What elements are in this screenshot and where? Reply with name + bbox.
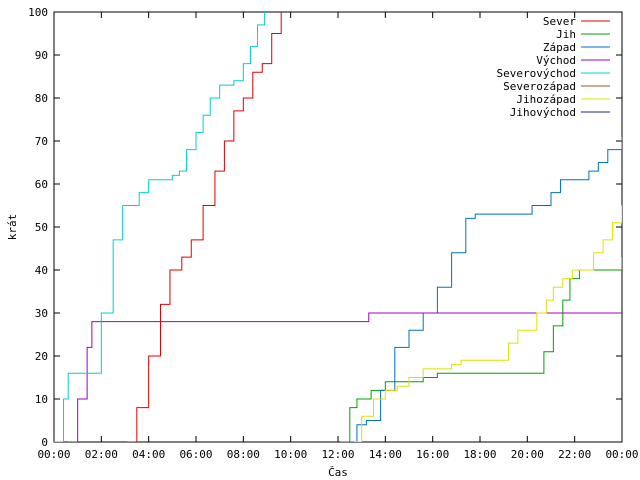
y-tick-label: 90 <box>35 49 48 62</box>
legend-label: Jih <box>556 28 576 41</box>
series-line <box>340 257 622 442</box>
x-tick-label: 12:00 <box>321 448 354 461</box>
y-tick-label: 40 <box>35 264 48 277</box>
x-tick-label: 04:00 <box>132 448 165 461</box>
y-tick-label: 30 <box>35 307 48 320</box>
legend-label: Jihovýchod <box>510 106 576 119</box>
x-tick-label: 20:00 <box>511 448 544 461</box>
legend-label: Východ <box>536 54 576 67</box>
x-tick-label: 00:00 <box>37 448 70 461</box>
series-line <box>54 12 266 442</box>
y-tick-label: 100 <box>28 6 48 19</box>
x-axis-label: Čas <box>328 466 348 479</box>
legend-label: Jihozápad <box>516 93 576 106</box>
y-tick-label: 20 <box>35 350 48 363</box>
legend-label: Sever <box>543 15 576 28</box>
y-tick-label: 80 <box>35 92 48 105</box>
y-tick-label: 0 <box>41 436 48 449</box>
x-tick-label: 08:00 <box>227 448 260 461</box>
y-tick-label: 10 <box>35 393 48 406</box>
series-line <box>345 136 622 442</box>
y-tick-label: 60 <box>35 178 48 191</box>
x-tick-label: 02:00 <box>85 448 118 461</box>
series-line <box>127 12 282 442</box>
axis-ticks: 00:00 02:00 04:00 06:00 08:00 10:00 12:00 14:00… <box>28 6 638 461</box>
x-tick-label: 22:00 <box>558 448 591 461</box>
legend-label: Severozápad <box>503 80 576 93</box>
series-lines <box>54 12 622 442</box>
series-line <box>68 312 622 442</box>
y-axis-label: krát <box>6 214 19 241</box>
series-line <box>354 205 622 442</box>
y-tick-label: 50 <box>35 221 48 234</box>
legend: SeverJihZápadVýchodSeverovýchodSeverozáp… <box>497 15 610 119</box>
x-tick-label: 06:00 <box>179 448 212 461</box>
legend-label: Severovýchod <box>497 67 576 80</box>
x-tick-label: 14:00 <box>369 448 402 461</box>
legend-label: Západ <box>543 41 576 54</box>
x-tick-label: 00:00 <box>605 448 638 461</box>
x-tick-label: 10:00 <box>274 448 307 461</box>
x-tick-label: 18:00 <box>463 448 496 461</box>
y-tick-label: 70 <box>35 135 48 148</box>
x-tick-label: 16:00 <box>416 448 449 461</box>
